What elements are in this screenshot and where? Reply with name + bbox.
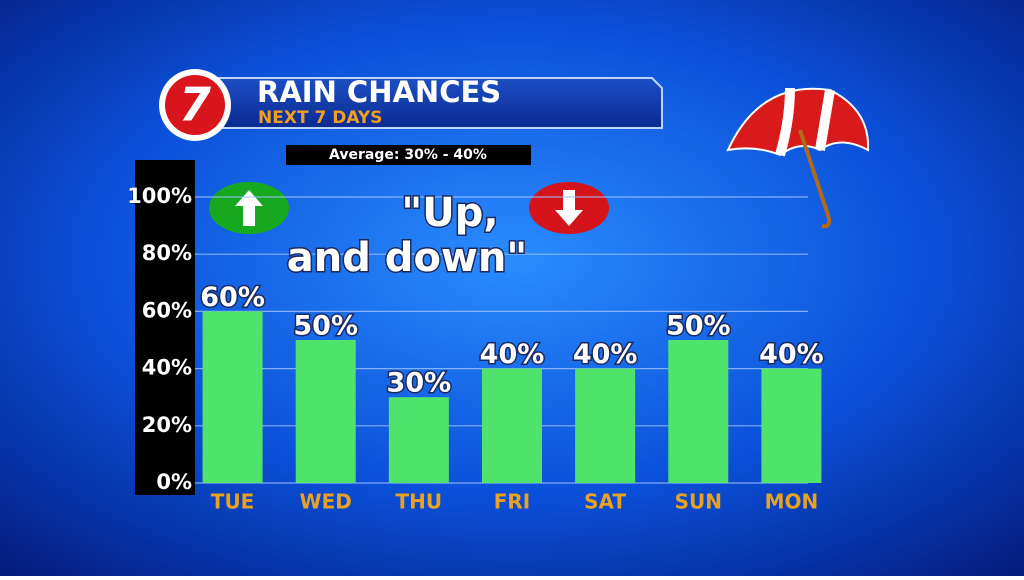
bar — [668, 340, 729, 483]
callout: "Up, — [401, 190, 498, 236]
axis-band — [135, 160, 195, 495]
bar — [388, 397, 449, 483]
logo-text: 7 — [179, 78, 211, 132]
annotation: Average: 30% - 40% — [329, 147, 487, 163]
value-label: 40% — [573, 339, 638, 370]
annotation-box — [286, 145, 531, 165]
logo — [165, 75, 225, 135]
chart-subtitle: NEXT 7 DAYS — [258, 108, 382, 128]
x-tick-label: SAT — [584, 490, 626, 514]
value-label: 40% — [480, 339, 545, 370]
bar — [482, 368, 542, 483]
bar — [295, 340, 356, 483]
x-tick-label: TUE — [211, 490, 255, 514]
x-tick-label: SUN — [675, 490, 722, 514]
value-label: 60% — [200, 282, 265, 313]
y-tick-label: 20% — [142, 413, 192, 437]
bar — [761, 368, 822, 483]
up-arrow — [235, 190, 263, 226]
y-tick-label: 100% — [127, 184, 192, 208]
y-tick-label: 80% — [142, 241, 192, 265]
bar — [575, 368, 636, 483]
value-label: 50% — [293, 311, 358, 342]
value-label: 50% — [666, 311, 731, 342]
umbrella — [726, 87, 870, 229]
y-tick-label: 60% — [142, 298, 192, 322]
value-label: 40% — [759, 339, 824, 370]
y-tick-label: 40% — [142, 356, 192, 380]
callout: and down" — [287, 235, 527, 281]
x-tick-label: THU — [396, 490, 443, 514]
x-tick-label: FRI — [494, 490, 531, 514]
down-arrow — [555, 190, 583, 226]
bar — [202, 311, 263, 483]
y-tick-label: 0% — [156, 470, 192, 494]
x-tick-label: WED — [300, 490, 352, 514]
x-tick-label: MON — [765, 490, 819, 514]
chart-title: RAIN CHANCES — [257, 75, 501, 109]
value-label: 30% — [387, 368, 452, 399]
